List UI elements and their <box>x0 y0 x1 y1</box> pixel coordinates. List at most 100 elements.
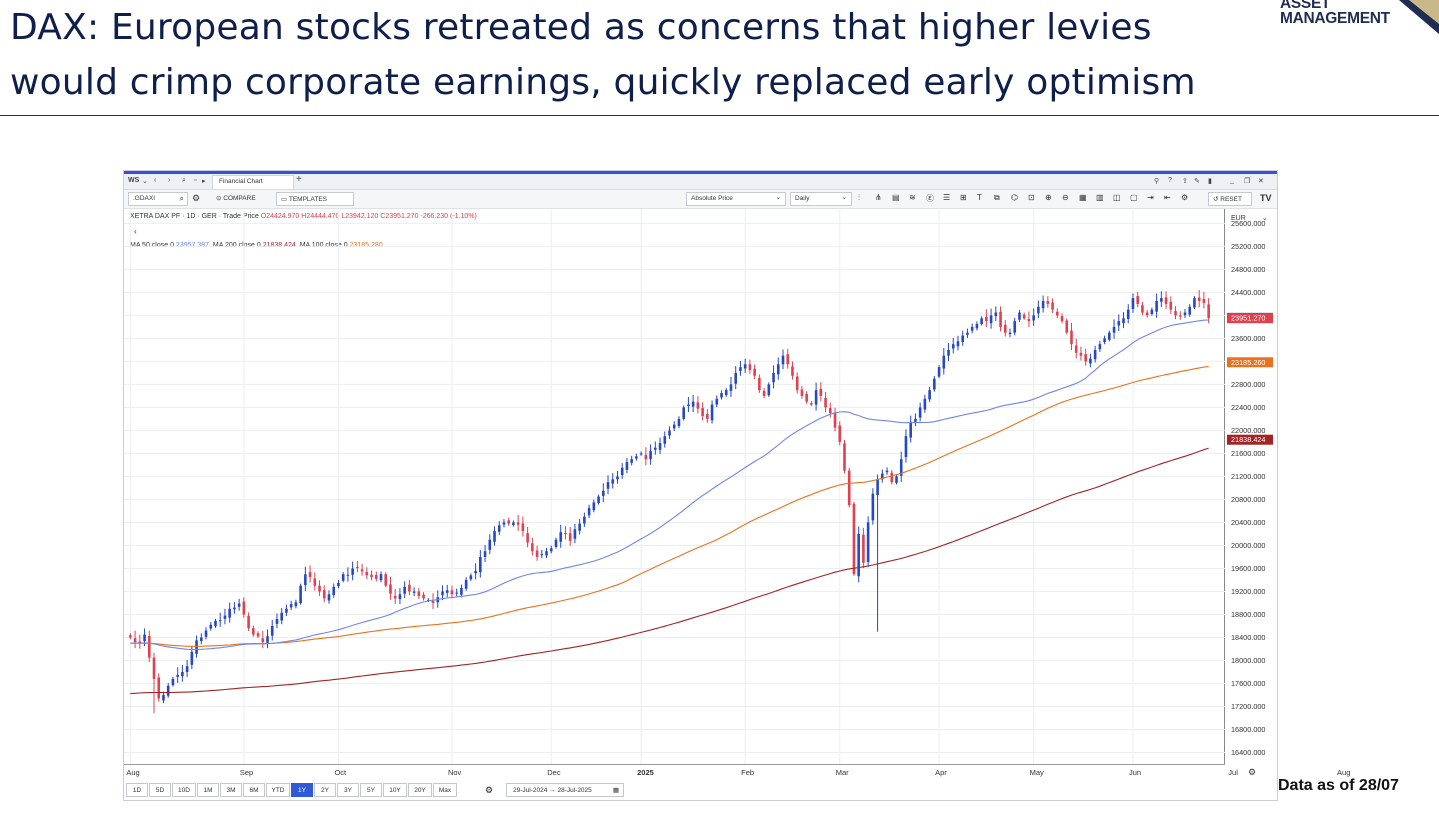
candle-body <box>526 533 529 543</box>
grid-icon[interactable]: ⊞ <box>960 193 967 202</box>
range-button-10y[interactable]: 10Y <box>383 783 407 797</box>
candle-body <box>625 462 629 470</box>
reset-button[interactable]: ↺ RESET <box>1208 192 1252 206</box>
list-icon[interactable]: ☰ <box>943 193 951 202</box>
candle-body <box>289 604 293 608</box>
toolbar: .GDAXI ⌕ ⚙ ⊙ COMPARE ▭ TEMPLATES Absolut… <box>124 190 1277 209</box>
symbol-input[interactable]: .GDAXI ⌕ <box>128 192 188 206</box>
x-tick-label: Sep <box>239 768 254 777</box>
text-icon[interactable]: T <box>977 193 982 202</box>
candle-body <box>308 572 312 578</box>
table-icon[interactable]: ▦ <box>1079 193 1087 202</box>
shape-icon[interactable]: ⌬ <box>1011 193 1018 202</box>
range-settings-icon[interactable]: ⚙ <box>485 785 494 795</box>
collapse-legend-icon[interactable]: ‹ <box>134 227 137 236</box>
close-icon[interactable]: ✕ <box>1258 178 1264 185</box>
restore-icon[interactable]: ❐ <box>1244 178 1251 185</box>
candle-body <box>838 425 842 442</box>
y-tick-label: 20400.000 <box>1231 518 1266 527</box>
range-button-6m[interactable]: 6M <box>243 783 265 797</box>
date-range-field[interactable]: 29-Jul-2024 → 28-Jul-2025 ▦ <box>506 783 624 797</box>
new-tab-icon[interactable]: + <box>296 174 302 185</box>
candle-body <box>706 413 709 419</box>
range-button-5d[interactable]: 5D <box>149 783 171 797</box>
range-button-ytd[interactable]: YTD <box>266 783 290 797</box>
candle-body <box>918 407 922 418</box>
candle-body <box>597 496 600 504</box>
share-icon[interactable]: ⇧ <box>1182 178 1188 185</box>
compare-button[interactable]: ⊙ COMPARE <box>212 192 272 206</box>
range-button-1y[interactable]: 1Y <box>291 783 313 797</box>
chart-area[interactable]: XETRA DAX PF · 1D · GER · Trade Price O2… <box>124 209 1225 764</box>
expand-icon[interactable]: ▸ <box>202 178 206 185</box>
candle-body <box>587 508 591 516</box>
square-icon[interactable]: ▢ <box>1130 193 1138 202</box>
forward-icon[interactable]: › <box>168 177 171 184</box>
workspace-dropdown-icon[interactable]: ⌄ <box>142 178 148 185</box>
range-button-3y[interactable]: 3Y <box>337 783 359 797</box>
link-icon[interactable]: ⚲ <box>1154 178 1160 185</box>
flag-icon[interactable]: ▮ <box>1208 178 1212 185</box>
range-button-1m[interactable]: 1M <box>197 783 219 797</box>
range-button-2y[interactable]: 2Y <box>314 783 336 797</box>
candle-body <box>876 479 879 496</box>
zoom-in-icon[interactable]: ⊕ <box>1045 193 1052 202</box>
range-button-max[interactable]: Max <box>433 783 457 797</box>
candle-body <box>1074 345 1078 353</box>
price-tag-label: 23185.260 <box>1231 358 1266 367</box>
chevron-down-icon: ⌄ <box>1261 215 1268 222</box>
columns-icon[interactable]: ▥ <box>1096 193 1104 202</box>
zoom-out-icon[interactable]: ⊖ <box>1062 193 1069 202</box>
split-icon[interactable]: ◫ <box>1113 193 1121 202</box>
price-tag-label: 23951.270 <box>1231 314 1266 323</box>
candle-body <box>616 476 619 480</box>
price-axis[interactable]: EUR ⌄ 25600.000 25200.000 24800.000 24400.0… <box>1225 209 1277 764</box>
candle-body <box>270 625 274 636</box>
candle-body <box>606 482 610 489</box>
settings-icon[interactable]: ⚙ <box>192 193 201 203</box>
minimize-icon[interactable]: _ <box>1230 177 1234 184</box>
range-button-5y[interactable]: 5Y <box>360 783 382 797</box>
interval-select[interactable]: Daily ⌄ <box>790 192 852 206</box>
crosshair-icon[interactable]: ⫶ <box>858 193 860 202</box>
candle-body <box>1160 298 1163 302</box>
axis-settings-icon[interactable]: ⚙ <box>1248 767 1257 777</box>
currency-select[interactable]: EUR ⌄ <box>1231 214 1268 222</box>
bars-icon[interactable]: ▤ <box>892 193 900 202</box>
box-icon[interactable]: ⊡ <box>1028 193 1035 202</box>
events-icon[interactable]: Ⓔ <box>926 194 934 203</box>
range-button-10d[interactable]: 10D <box>172 783 196 797</box>
compare-icon: ⊙ <box>216 195 224 202</box>
candle-body <box>1183 312 1187 316</box>
edit-icon[interactable]: ✎ <box>1194 178 1200 185</box>
candle-body <box>237 603 241 607</box>
candlestick-chart <box>124 209 1225 764</box>
settings-icon[interactable]: ⚙ <box>1181 193 1189 202</box>
back-icon[interactable]: ‹ <box>154 177 157 184</box>
candle-body <box>507 520 511 524</box>
waves-icon[interactable]: ≋ <box>909 193 916 202</box>
tab-financial-chart[interactable]: Financial Chart <box>212 175 294 189</box>
templates-button[interactable]: ▭ TEMPLATES <box>276 192 354 206</box>
search-icon[interactable]: ⌕ <box>182 177 186 184</box>
candle-body <box>1126 309 1130 319</box>
prev-icon[interactable]: ⇤ <box>1164 193 1171 202</box>
range-button-1d[interactable]: 1D <box>126 783 148 797</box>
range-button-20y[interactable]: 20Y <box>408 783 432 797</box>
candle-body <box>762 390 766 396</box>
candle-body <box>393 595 397 599</box>
layers-icon[interactable]: ⧉ <box>994 193 1000 202</box>
price-type-select[interactable]: Absolute Price ⌄ <box>686 192 786 206</box>
candle-body <box>1174 311 1177 316</box>
workspace-label[interactable]: WS <box>128 177 140 184</box>
next-icon[interactable]: ⇥ <box>1147 193 1154 202</box>
candle-body <box>256 633 260 637</box>
trend-icon[interactable]: ⋔ <box>875 193 882 202</box>
candle-body <box>947 349 950 356</box>
help-icon[interactable]: ? <box>1168 177 1172 184</box>
candle-body <box>138 641 142 644</box>
lock-icon[interactable]: ▫ <box>194 177 197 184</box>
candle-body <box>786 354 790 365</box>
candle-body <box>961 335 965 342</box>
range-button-3m[interactable]: 3M <box>220 783 242 797</box>
